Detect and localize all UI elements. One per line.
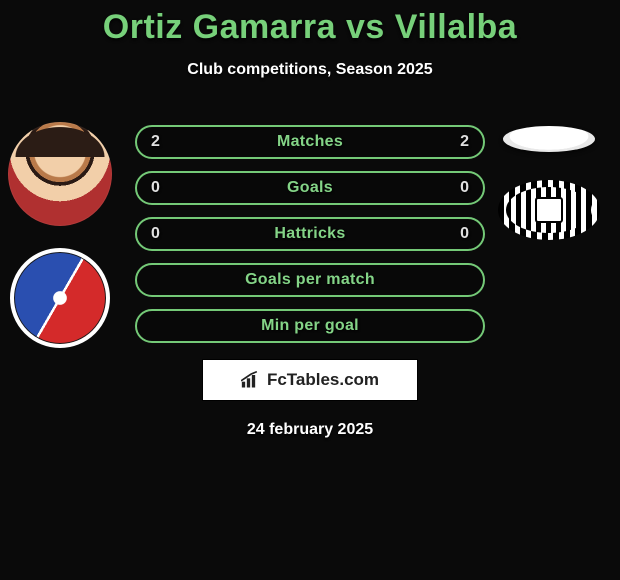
stat-label: Goals xyxy=(287,179,333,197)
stat-label: Goals per match xyxy=(245,271,375,289)
stat-row-min-per-goal: Min per goal xyxy=(135,309,485,343)
bar-chart-icon xyxy=(241,371,261,389)
stat-label: Min per goal xyxy=(261,317,359,335)
date-text: 24 february 2025 xyxy=(0,421,620,439)
stat-left-value: 0 xyxy=(151,225,171,243)
stat-row-goals-per-match: Goals per match xyxy=(135,263,485,297)
stat-right-value: 0 xyxy=(449,225,469,243)
stat-right-value: 0 xyxy=(449,179,469,197)
page-title: Ortiz Gamarra vs Villalba xyxy=(0,8,620,47)
brand-text: FcTables.com xyxy=(267,370,379,390)
stat-row-matches: 2 Matches 2 xyxy=(135,125,485,159)
stat-left-value: 2 xyxy=(151,133,171,151)
left-column xyxy=(8,122,112,348)
stat-row-hattricks: 0 Hattricks 0 xyxy=(135,217,485,251)
club-right-badge xyxy=(498,180,600,240)
stat-label: Matches xyxy=(277,133,343,151)
subtitle: Club competitions, Season 2025 xyxy=(0,61,620,79)
club-left-badge xyxy=(10,248,110,348)
right-column xyxy=(498,126,600,240)
player-left-photo xyxy=(8,122,112,226)
brand-badge[interactable]: FcTables.com xyxy=(202,359,418,401)
stat-right-value: 2 xyxy=(449,133,469,151)
stat-left-value: 0 xyxy=(151,179,171,197)
stat-label: Hattricks xyxy=(274,225,345,243)
stat-row-goals: 0 Goals 0 xyxy=(135,171,485,205)
player-right-placeholder xyxy=(503,126,595,152)
